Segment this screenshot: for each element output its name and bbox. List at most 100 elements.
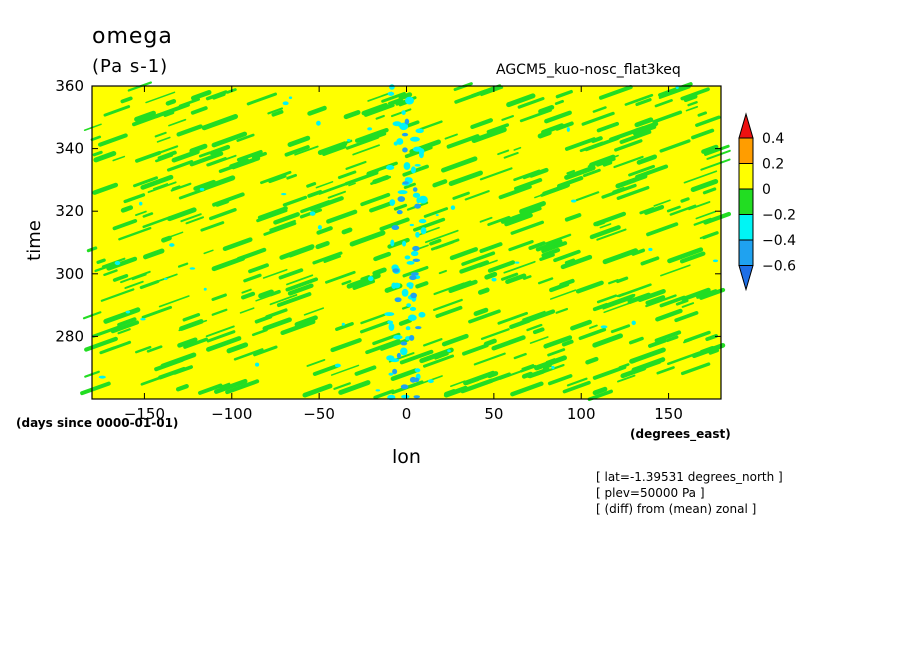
field-streak: [543, 335, 573, 349]
field-streak: [635, 98, 652, 107]
field-minimum: [389, 84, 395, 90]
field-minimum-strong: [392, 268, 400, 273]
field-streak: [203, 249, 214, 255]
field-streak: [608, 279, 619, 285]
field-streak: [652, 110, 683, 124]
field-streak: [150, 273, 178, 285]
field-minimum: [389, 199, 396, 206]
field-streak: [665, 335, 679, 343]
field-streak: [562, 380, 591, 394]
field-streak: [484, 271, 498, 280]
field-minimum: [401, 288, 409, 297]
field-streak: [185, 216, 204, 225]
field-streak: [519, 201, 546, 214]
field-streak: [83, 123, 102, 131]
field-streak: [106, 256, 138, 271]
field-streak: [315, 181, 334, 189]
field-streak: [101, 257, 126, 268]
field-streak: [123, 193, 146, 204]
heatmap-field: [80, 81, 732, 402]
field-minimum: [405, 326, 411, 331]
field-streak: [452, 191, 470, 200]
field-streak: [483, 338, 497, 347]
field-streak: [390, 108, 412, 118]
field-streak: [535, 239, 563, 252]
field-minimum-strong: [409, 275, 417, 281]
field-streak: [156, 136, 171, 143]
field-streak: [94, 263, 115, 273]
field-streak: [500, 216, 513, 224]
field-streak: [708, 348, 720, 355]
field-minimum-strong: [409, 334, 415, 341]
field-streak: [522, 275, 532, 280]
field-streak: [110, 320, 140, 334]
chart-title: omega: [92, 24, 173, 49]
field-minimum: [288, 96, 293, 100]
field-streak: [620, 365, 647, 379]
field-minimum-strong: [415, 326, 422, 330]
field-streak: [346, 273, 381, 289]
field-streak: [695, 115, 721, 127]
field-streak: [643, 360, 662, 369]
field-minimum-strong: [397, 196, 406, 202]
field-streak: [526, 323, 543, 332]
field-streak: [200, 221, 225, 232]
field-streak: [541, 248, 561, 258]
field-streak: [211, 308, 228, 316]
field-streak: [124, 280, 144, 289]
field-streak: [539, 253, 555, 261]
field-streak: [654, 330, 682, 343]
field-streak: [307, 105, 327, 116]
field-streak: [198, 175, 236, 192]
field-streak: [209, 144, 231, 156]
field-minimum: [447, 349, 451, 353]
field-streak: [501, 115, 514, 121]
field-streak: [468, 309, 501, 324]
field-streak: [178, 319, 208, 332]
field-minimum-strong: [412, 245, 420, 252]
field-minimum: [164, 277, 168, 281]
field-minimum: [397, 190, 408, 195]
field-streak: [690, 178, 719, 193]
field-streak: [424, 229, 459, 244]
field-minimum: [491, 277, 497, 282]
field-streak: [253, 345, 278, 357]
field-minimum: [399, 122, 409, 131]
field-streak: [158, 145, 179, 154]
field-streak: [461, 251, 496, 266]
field-streak: [645, 294, 677, 308]
field-streak: [607, 293, 635, 307]
field-streak: [163, 110, 175, 117]
field-streak: [503, 151, 519, 159]
field-streak: [423, 338, 443, 347]
field-minimum: [375, 389, 381, 392]
field-streak: [680, 362, 711, 376]
field-streak: [636, 154, 658, 165]
field-streak: [538, 104, 555, 114]
field-streak: [379, 217, 410, 232]
field-streak: [354, 127, 389, 143]
field-streak: [157, 150, 177, 161]
field-streak: [117, 317, 137, 327]
field-streak: [595, 219, 606, 227]
field-streak: [248, 263, 269, 274]
field-streak: [681, 287, 711, 302]
field-minimum: [392, 121, 402, 127]
field-streak: [624, 93, 654, 106]
field-streak: [599, 223, 612, 229]
field-streak: [366, 161, 398, 175]
field-streak: [315, 241, 330, 250]
field-streak: [112, 155, 126, 162]
field-minimum: [400, 347, 408, 356]
field-streak: [564, 137, 596, 151]
field-minimum: [420, 227, 427, 235]
field-streak: [616, 276, 629, 284]
field-streak: [140, 174, 174, 190]
field-streak: [273, 212, 300, 225]
field-streak: [645, 295, 666, 305]
field-streak: [550, 289, 577, 300]
field-streak: [511, 206, 542, 220]
field-streak: [446, 134, 480, 149]
field-streak: [280, 319, 316, 336]
field-streak: [503, 260, 536, 274]
